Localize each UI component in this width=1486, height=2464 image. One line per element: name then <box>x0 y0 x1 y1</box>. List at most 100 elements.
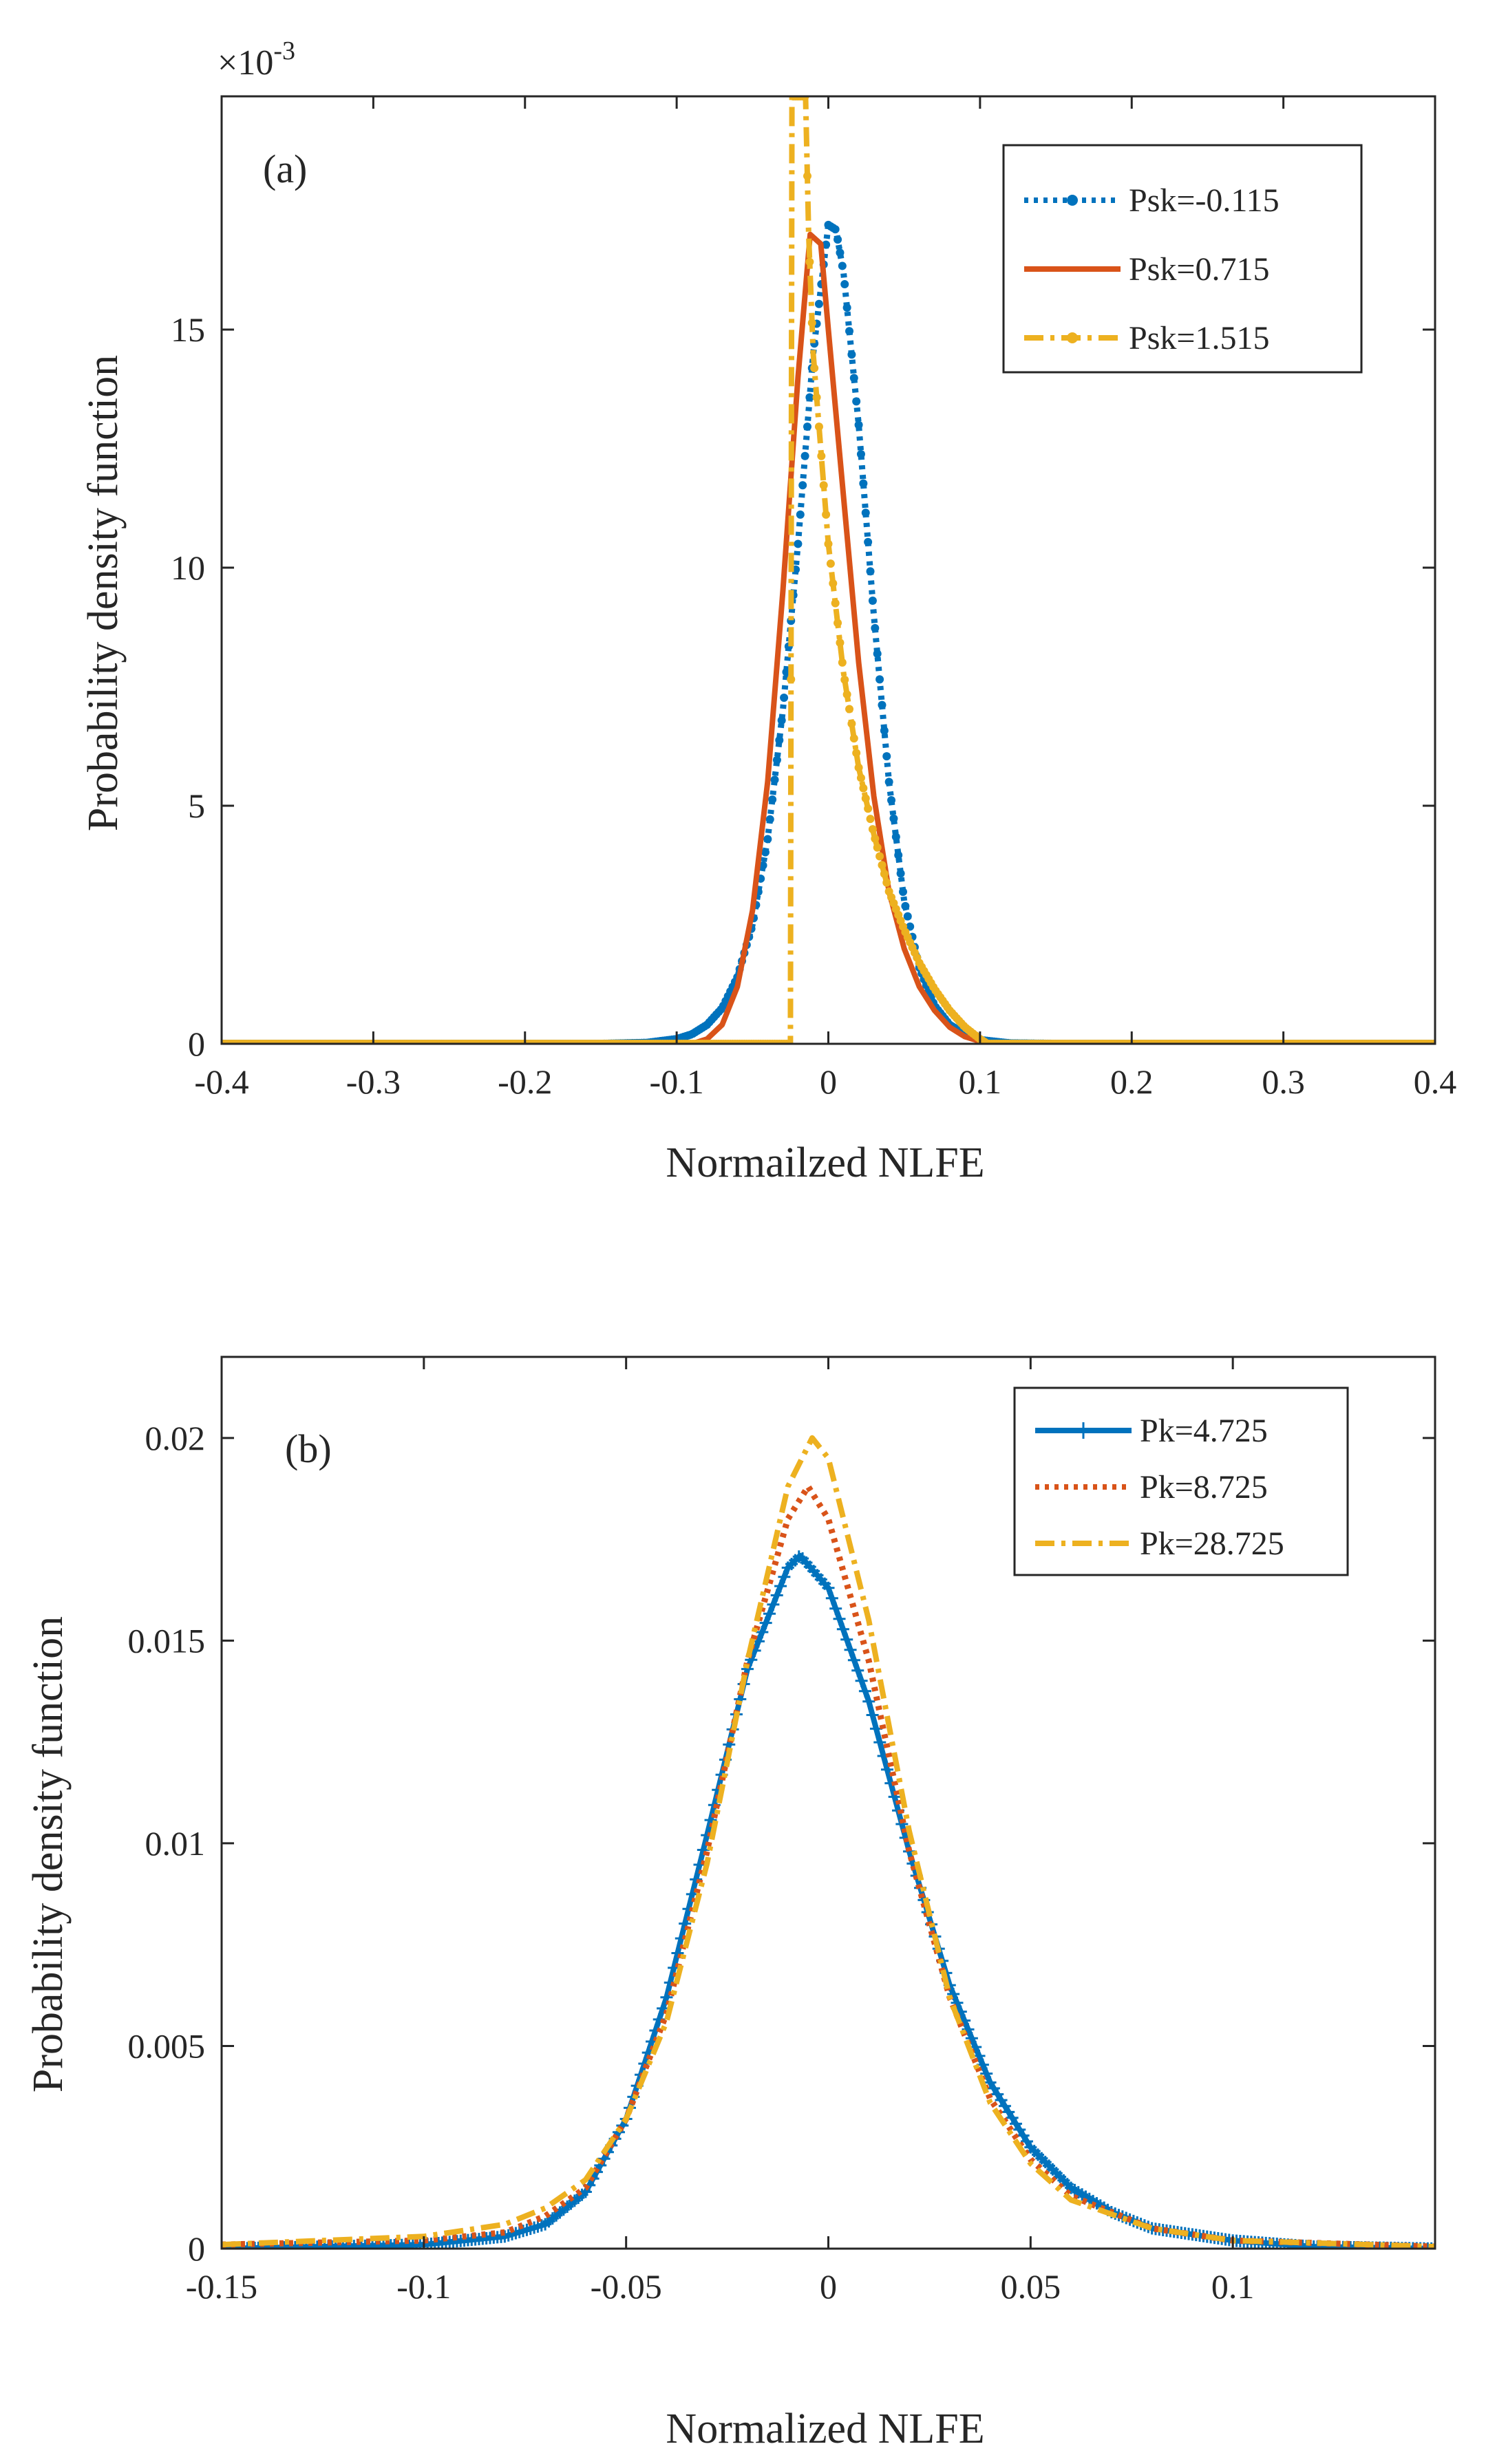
x-tick-label: 0.3 <box>1262 1062 1305 1101</box>
point-marker <box>856 773 865 782</box>
point-marker <box>814 299 823 308</box>
point-marker <box>831 225 840 234</box>
point-marker <box>856 450 865 459</box>
plot-a: -0.4 -0.3 -0.2 -0.1 0 0.1 0.2 0.3 0.4 0 5 10 15 Psk=-… <box>171 95 1457 1101</box>
y-tick-label: 10 <box>171 548 205 587</box>
point-marker <box>794 539 803 548</box>
point-marker <box>824 539 833 548</box>
x-tick-label: -0.1 <box>650 1062 704 1101</box>
point-marker <box>845 705 854 714</box>
legend-label: Psk=0.715 <box>1129 251 1269 288</box>
point-marker <box>859 479 868 488</box>
point-marker <box>780 693 789 702</box>
y-tick-label: 0.02 <box>145 1419 206 1457</box>
point-marker <box>861 794 870 803</box>
plus-marker <box>756 1626 769 1639</box>
legend: Pk=4.725 Pk=8.725 Pk=28.725 <box>1013 1386 1349 1576</box>
plot-b: -0.15 -0.1 -0.05 0 0.05 0.1 0 0.005 0.01 0.015 0.0… <box>128 1356 1436 2306</box>
x-tick-label: 0.05 <box>1001 2267 1061 2306</box>
point-marker <box>891 833 900 842</box>
x-tick-label: -0.1 <box>396 2267 451 2306</box>
point-marker <box>805 393 814 402</box>
plus-marker <box>825 1592 838 1605</box>
point-marker <box>898 888 907 897</box>
point-marker <box>864 804 873 813</box>
point-marker <box>840 280 849 289</box>
y-tick-label: 0 <box>188 2229 205 2268</box>
x-axis-label-a: Normailzed NLFE <box>666 1139 984 1186</box>
x-tick-label: -0.05 <box>591 2267 662 2306</box>
point-marker <box>765 815 774 824</box>
point-marker <box>866 815 875 824</box>
legend-label: Psk=1.515 <box>1129 320 1269 356</box>
legend-box <box>1013 1386 1349 1576</box>
point-marker <box>840 675 849 684</box>
point-marker <box>836 248 845 257</box>
point-marker <box>880 726 889 735</box>
point-marker <box>887 796 896 805</box>
plus-marker <box>951 1996 964 2009</box>
plus-marker <box>844 1643 857 1656</box>
point-marker <box>836 639 845 647</box>
point-marker <box>838 658 847 667</box>
point-marker <box>803 422 811 431</box>
series-3 <box>222 1435 1435 2249</box>
panel-b: (b) Normalized NLFE Probability density … <box>25 1426 985 2452</box>
point-marker <box>842 303 851 312</box>
plus-marker <box>873 1736 887 1749</box>
x-tick-label: -0.15 <box>186 2267 257 2306</box>
point-marker <box>822 510 831 519</box>
point-marker <box>868 596 877 605</box>
point-marker <box>906 922 915 931</box>
point-marker <box>868 825 877 834</box>
plus-marker <box>778 1570 791 1583</box>
point-marker <box>861 508 870 517</box>
plus-marker <box>774 1580 787 1593</box>
point-marker <box>777 716 786 725</box>
panel-label-a: (a) <box>263 147 307 191</box>
point-marker <box>873 650 882 658</box>
point-marker <box>847 719 856 728</box>
legend-marker <box>1075 1422 1092 1439</box>
point-marker <box>787 675 796 684</box>
point-marker <box>775 736 784 744</box>
plus-marker <box>690 1873 703 1886</box>
point-marker <box>878 700 887 709</box>
y-tick-label: 0.01 <box>145 1824 206 1863</box>
point-marker <box>901 901 910 910</box>
point-marker <box>889 814 898 823</box>
x-tick-label: 0.1 <box>1211 2267 1255 2306</box>
point-marker <box>842 690 851 699</box>
plus-marker <box>851 1664 864 1677</box>
point-marker <box>807 319 816 328</box>
point-marker <box>810 363 819 372</box>
x-tick-label: 0.4 <box>1414 1062 1457 1101</box>
point-marker <box>849 734 858 743</box>
legend-box <box>1002 144 1363 374</box>
point-marker <box>761 848 769 857</box>
point-marker <box>834 619 842 628</box>
plus-marker <box>767 1598 780 1611</box>
series-2 <box>222 231 1435 1044</box>
plus-marker <box>965 2032 978 2045</box>
point-marker <box>882 878 891 887</box>
y-tick-label: 5 <box>188 786 205 825</box>
y-axis-label-b: Probability density function <box>25 1616 72 2092</box>
point-marker <box>763 835 772 844</box>
point-marker <box>871 834 880 843</box>
legend-label: Psk=-0.115 <box>1129 182 1280 219</box>
plus-marker <box>947 1987 960 2000</box>
point-marker <box>819 481 828 490</box>
legend-marker <box>1067 195 1078 206</box>
plus-marker <box>976 2058 989 2071</box>
point-marker <box>772 756 781 764</box>
point-marker <box>873 843 882 852</box>
plus-marker <box>759 1616 772 1629</box>
point-marker <box>852 397 861 406</box>
series-2 <box>222 1483 1435 2249</box>
point-marker <box>866 567 875 576</box>
point-marker <box>849 374 858 383</box>
plus-marker <box>836 1622 849 1636</box>
plus-marker <box>962 2023 975 2036</box>
